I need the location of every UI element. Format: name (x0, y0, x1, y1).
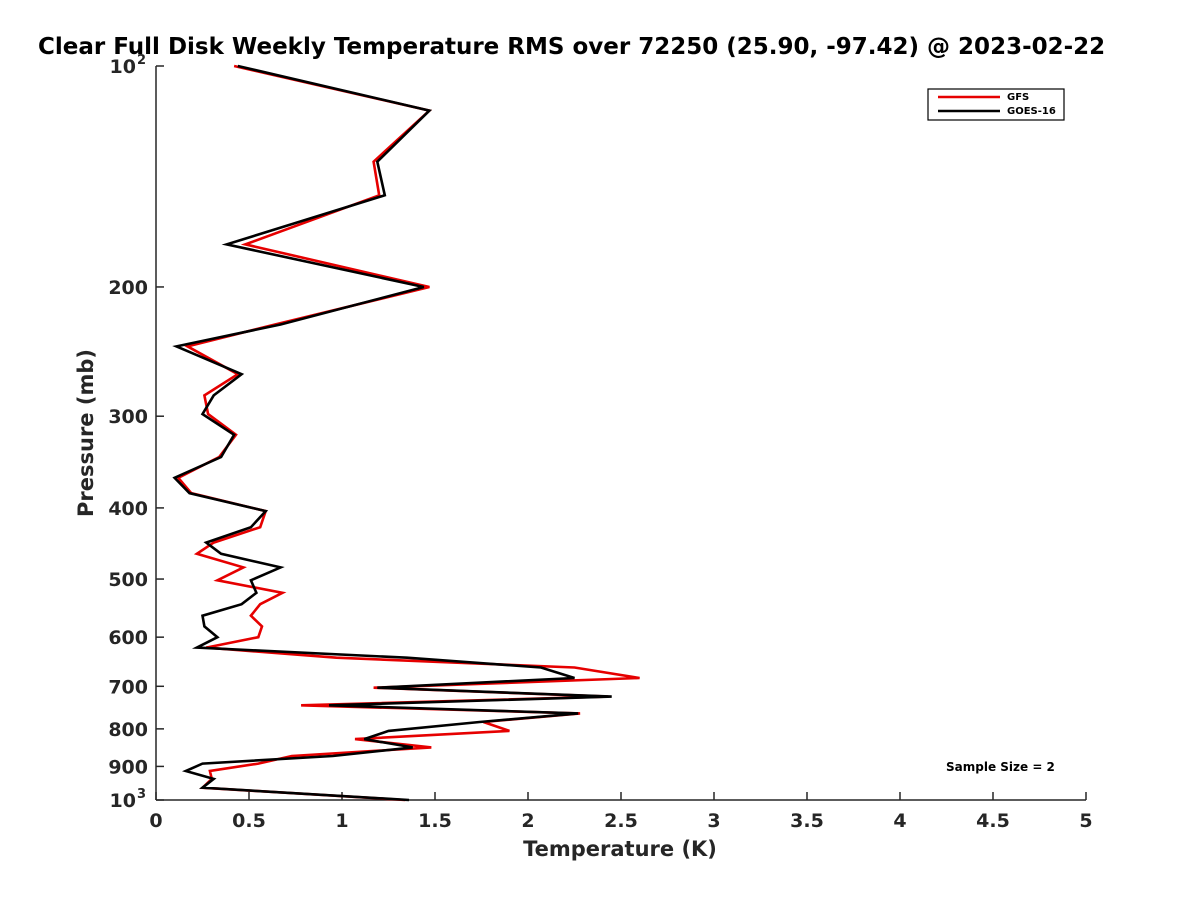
legend-box (927, 88, 1065, 121)
x-tick-label: 0 (149, 810, 162, 832)
y-tick-label: 400 (108, 498, 148, 520)
x-tick-label: 2 (521, 810, 534, 832)
series-layer (172, 64, 640, 802)
chart-title: Clear Full Disk Weekly Temperature RMS o… (38, 34, 1105, 60)
y-tick-label: 200 (108, 277, 148, 299)
x-tick-label: 4.5 (976, 810, 1010, 832)
series-line-gfs (176, 64, 640, 802)
x-tick-label: 3.5 (790, 810, 824, 832)
y-tick-label: 700 (108, 676, 148, 698)
x-tick-label: 0.5 (232, 810, 266, 832)
x-tick-label: 3 (707, 810, 720, 832)
y-tick-label: 10 (110, 56, 136, 78)
legend-label-gfs: GFS (1007, 92, 1029, 103)
x-tick-label: 1 (335, 810, 348, 832)
y-tick-label: 600 (108, 627, 148, 649)
sample-size-annotation: Sample Size = 2 (946, 760, 1055, 774)
y-tick-label: 300 (108, 406, 148, 428)
y-tick-label-exponent: 2 (137, 53, 146, 68)
x-tick-label: 4 (893, 810, 906, 832)
y-tick-label: 800 (108, 719, 148, 741)
y-tick-label-exponent: 3 (137, 787, 146, 802)
y-axis-label: Pressure (mb) (74, 349, 98, 517)
x-axis-label: Temperature (K) (523, 837, 717, 861)
axes: 0 0.5 1 1.5 2 2.5 3 3.5 4 4.5 510 22003004005006007… (108, 53, 1092, 832)
x-tick-label: 2.5 (604, 810, 638, 832)
legend: GFS GOES-16 (927, 88, 1065, 121)
legend-label-goes16: GOES-16 (1007, 106, 1056, 117)
x-tick-label: 5 (1079, 810, 1092, 832)
y-tick-label: 900 (108, 756, 148, 778)
y-tick-label: 500 (108, 569, 148, 591)
y-tick-label: 10 (110, 790, 136, 812)
series-line-goes-16 (172, 64, 612, 802)
x-tick-label: 1.5 (418, 810, 452, 832)
